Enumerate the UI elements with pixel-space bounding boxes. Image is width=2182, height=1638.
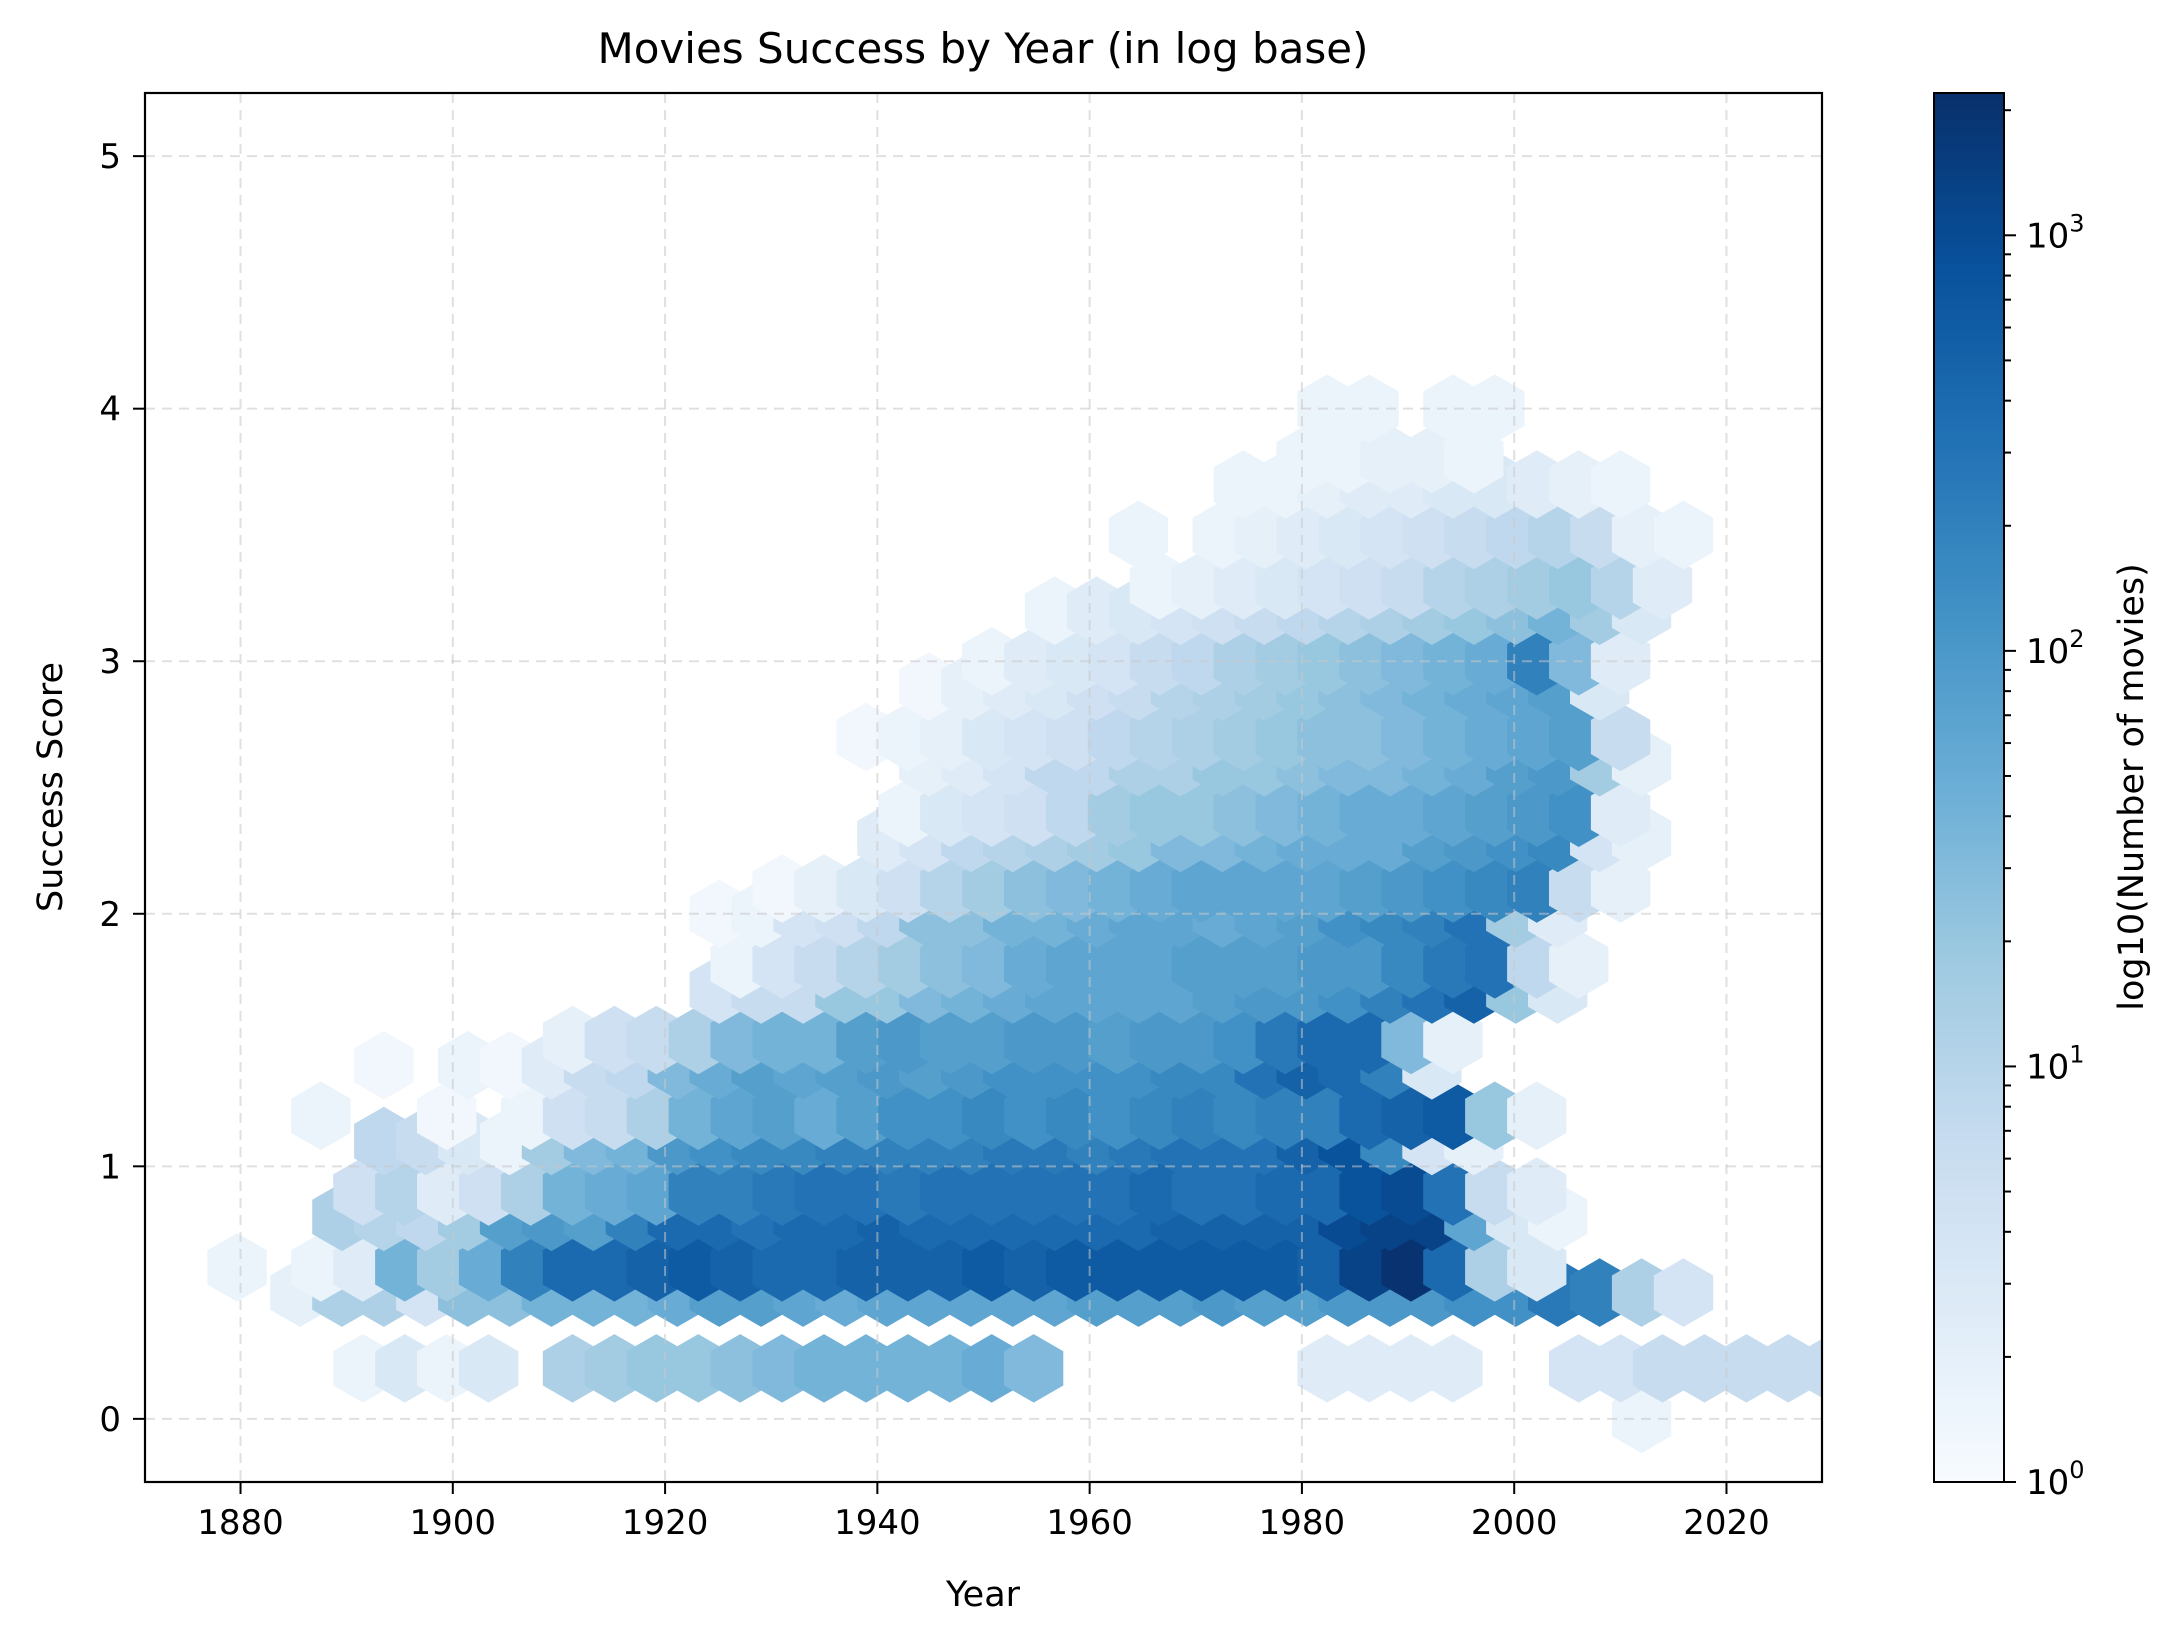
hex-cell: [1632, 551, 1693, 620]
hex-cell: [1653, 500, 1714, 570]
y-tick-label: 0: [99, 1400, 121, 1440]
x-axis-ticks: 1880 1900 1920 1940 1960 1980 2000 2020: [197, 1482, 1770, 1543]
hex-cell: [2157, 1385, 2182, 1454]
hex-cell: [291, 1081, 351, 1151]
y-tick-label: 4: [99, 390, 121, 430]
hex-cell: [2010, 1334, 2069, 1403]
hex-cell: [1423, 1334, 1483, 1403]
hex-cell: [2178, 1334, 2182, 1403]
x-tick-label: 1900: [410, 1503, 497, 1543]
chart-title: Movies Success by Year (in log base): [598, 24, 1369, 73]
hex-cell: [354, 1031, 414, 1100]
y-tick-label: 2: [99, 895, 121, 935]
hex-cell: [1590, 702, 1651, 772]
hex-cell: [1444, 424, 1504, 494]
colorbar-ticks: 100 101 102 103: [2004, 109, 2085, 1503]
hex-cell: [1590, 854, 1651, 923]
x-tick-label: 1960: [1046, 1503, 1133, 1543]
hex-cell: [1423, 1005, 1483, 1075]
hex-cell: [1821, 1401, 1822, 1437]
colorbar: 100 101 102 103 log10(Number of movies): [1933, 92, 2152, 1503]
hex-cell: [1507, 1233, 1567, 1302]
hexbin-layer: [207, 374, 2182, 1454]
y-tick-label: 5: [99, 137, 121, 177]
grid-lines: [145, 93, 1822, 1482]
hex-cell: [1507, 1081, 1567, 1151]
hex-cell: [207, 1233, 267, 1302]
colorbar-label: log10(Number of movies): [2112, 563, 2152, 1011]
colorbar-tick-label: 103: [2026, 209, 2085, 256]
hex-cell: [1549, 930, 1609, 999]
hex-cell: [1590, 450, 1651, 519]
hex-cell: [458, 1334, 519, 1403]
colorbar-gradient: [1933, 92, 2005, 1483]
colorbar-tick-label: 101: [2026, 1040, 2085, 1087]
x-tick-label: 1920: [622, 1503, 709, 1543]
hex-cell: [1590, 627, 1651, 696]
hex-cell: [1590, 778, 1651, 847]
hex-cell: [417, 1081, 477, 1151]
colorbar-tick-label: 102: [2026, 625, 2085, 672]
x-tick-label: 1880: [197, 1503, 284, 1543]
hex-cell: [2136, 1334, 2182, 1403]
y-tick-label: 3: [99, 642, 121, 682]
x-axis-label: Year: [945, 1575, 1021, 1615]
hex-cell: [1004, 1334, 1064, 1403]
x-tick-label: 2020: [1683, 1503, 1770, 1543]
hex-cell: [2052, 1334, 2111, 1403]
hex-cell: [1108, 500, 1169, 570]
x-tick-label: 1940: [834, 1503, 921, 1543]
hex-cell: [1507, 1157, 1567, 1226]
hex-cell: [2115, 1385, 2174, 1454]
hex-cell: [1843, 1334, 1902, 1403]
colorbar-tick-label: 100: [2026, 1456, 2085, 1503]
hex-cell: [2094, 1334, 2153, 1403]
x-tick-label: 1980: [1259, 1503, 1346, 1543]
hex-cell: [1653, 1258, 1714, 1327]
plot-frame: [143, 91, 1824, 1484]
y-tick-label: 1: [99, 1147, 121, 1187]
hex-cell: [1800, 1338, 1822, 1398]
x-tick-label: 2000: [1471, 1503, 1558, 1543]
y-axis-ticks: 0 1 2 3 4 5: [99, 137, 145, 1440]
y-axis-label: Success Score: [31, 662, 71, 912]
